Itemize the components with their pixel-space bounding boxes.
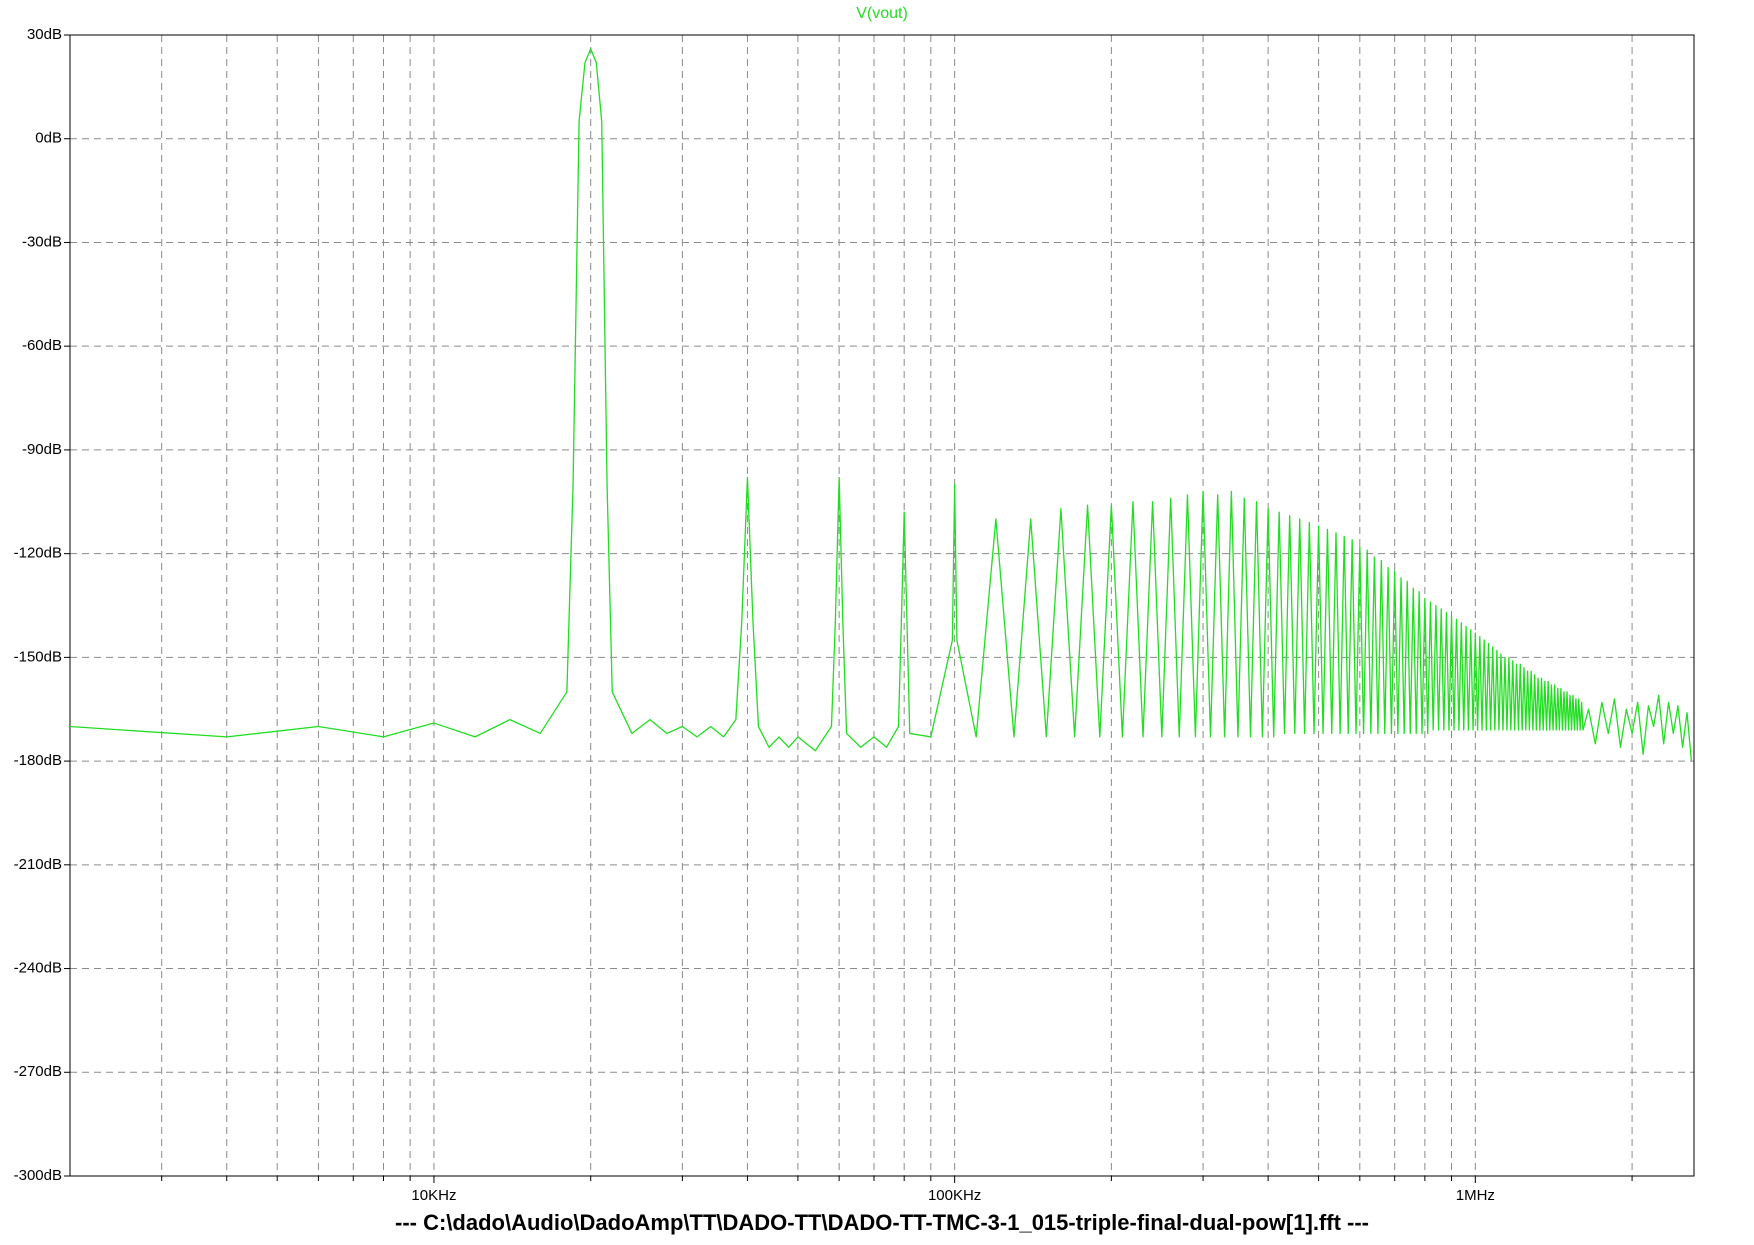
x-tick-label: 1MHz [1456,1187,1495,1204]
y-tick-label: -30dB [22,233,62,250]
x-tick-label: 10KHz [411,1187,456,1204]
y-tick-label: -120dB [14,545,62,562]
y-tick-label: -270dB [14,1063,62,1080]
y-tick-label: -150dB [14,648,62,665]
y-tick-label: 0dB [35,130,62,147]
x-tick-label: 100KHz [928,1187,981,1204]
file-footer: --- C:\dado\Audio\DadoAmp\TT\DADO-TT\DAD… [395,1210,1369,1235]
y-tick-label: -60dB [22,337,62,354]
spectrum-line [69,48,1693,762]
trace-title: V(vout) [856,5,908,22]
y-tick-label: 30dB [27,26,62,43]
y-tick-label: -300dB [14,1167,62,1184]
y-tick-label: -90dB [22,441,62,458]
y-tick-label: -210dB [14,856,62,873]
plot-frame [69,34,1695,1177]
y-tick-label: -180dB [14,752,62,769]
y-tick-label: -240dB [14,960,62,977]
